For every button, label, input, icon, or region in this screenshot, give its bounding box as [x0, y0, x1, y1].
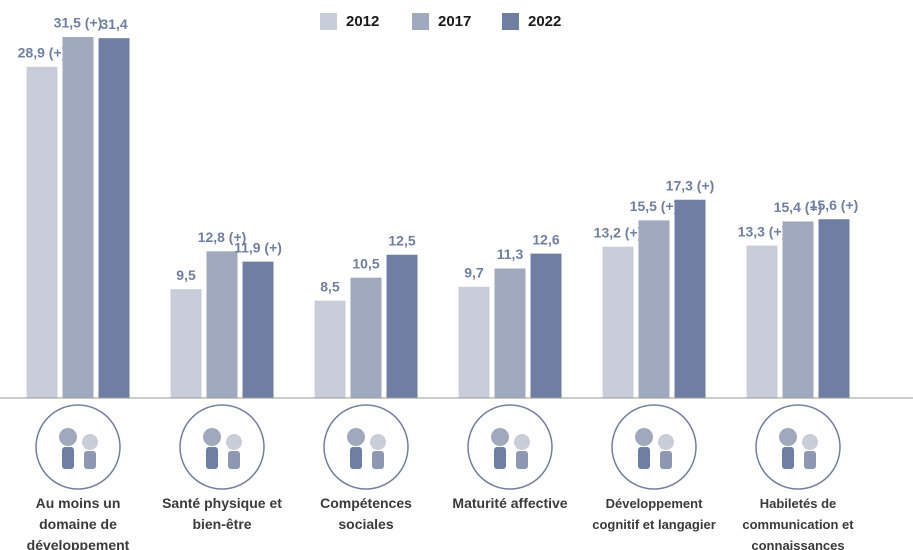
category-icon: [180, 405, 264, 489]
bar: [459, 287, 490, 398]
legend-swatch: [320, 13, 337, 30]
value-label: 31,4: [100, 16, 127, 32]
category-label: Santé physique et bien-être: [152, 493, 292, 535]
legend-label: 2017: [438, 13, 471, 30]
bar: [351, 278, 382, 398]
value-label: 10,5: [352, 255, 379, 271]
icon-figure: [494, 447, 506, 469]
icon-figure: [635, 428, 653, 446]
bar: [603, 247, 634, 398]
category-icon: [36, 405, 120, 489]
bar: [27, 67, 58, 398]
value-label: 9,7: [464, 265, 484, 281]
value-label: 15,6 (+): [810, 197, 859, 213]
icon-figure: [779, 428, 797, 446]
bar: [747, 246, 778, 398]
bar: [315, 301, 346, 398]
value-label: 12,6: [532, 231, 559, 247]
category-icon: [324, 405, 408, 489]
category-icon: [612, 405, 696, 489]
icon-figure: [516, 451, 528, 469]
value-label: 13,3 (+): [738, 223, 787, 239]
value-label: 13,2 (+): [594, 224, 643, 240]
icon-figure: [347, 428, 365, 446]
value-label: 15,5 (+): [630, 198, 679, 214]
category-icon: [468, 405, 552, 489]
icon-figure: [491, 428, 509, 446]
category-label: Maturité affective: [440, 493, 580, 514]
icon-figure: [59, 428, 77, 446]
icon-figure: [203, 428, 221, 446]
category-icon: [756, 405, 840, 489]
icon-figure: [804, 451, 816, 469]
value-label: 28,9 (+): [18, 44, 67, 60]
value-label: 17,3 (+): [666, 177, 715, 193]
icon-figure: [660, 451, 672, 469]
icon-figure: [370, 434, 386, 450]
category-label: Au moins un domaine de développement: [8, 493, 148, 550]
value-label: 9,5: [176, 267, 196, 283]
legend-swatch: [502, 13, 519, 30]
icon-figure: [226, 434, 242, 450]
value-label: 8,5: [320, 278, 340, 294]
bar: [171, 289, 202, 398]
bar: [99, 38, 130, 398]
value-label: 31,5 (+): [54, 15, 103, 31]
value-label: 11,3: [497, 246, 524, 262]
bar: [819, 219, 850, 398]
chart: 20122017202228,9 (+)31,5 (+)31,49,512,8 …: [0, 0, 913, 550]
value-label: 11,9 (+): [234, 239, 282, 255]
bar: [675, 200, 706, 398]
bar: [531, 254, 562, 398]
legend-label: 2022: [528, 13, 561, 30]
icon-figure: [84, 451, 96, 469]
icon-figure: [514, 434, 530, 450]
category-label: Développement cognitif et langagier: [584, 493, 724, 535]
bar: [243, 262, 274, 398]
bar: [387, 255, 418, 398]
icon-figure: [658, 434, 674, 450]
bar: [207, 251, 238, 398]
legend-swatch: [412, 13, 429, 30]
icon-figure: [82, 434, 98, 450]
icon-figure: [228, 451, 240, 469]
icon-figure: [802, 434, 818, 450]
icon-figure: [206, 447, 218, 469]
bar: [783, 222, 814, 398]
chart-page: 20122017202228,9 (+)31,5 (+)31,49,512,8 …: [0, 0, 913, 550]
icon-figure: [62, 447, 74, 469]
bar: [63, 37, 94, 398]
category-label: Compétences sociales: [296, 493, 436, 535]
bar: [639, 220, 670, 398]
icon-figure: [350, 447, 362, 469]
value-label: 12,5: [388, 232, 415, 248]
icon-figure: [782, 447, 794, 469]
bar: [495, 268, 526, 398]
category-label: Habiletés de communication et connaissan…: [728, 493, 868, 550]
icon-figure: [372, 451, 384, 469]
legend-label: 2012: [346, 13, 379, 30]
icon-figure: [638, 447, 650, 469]
